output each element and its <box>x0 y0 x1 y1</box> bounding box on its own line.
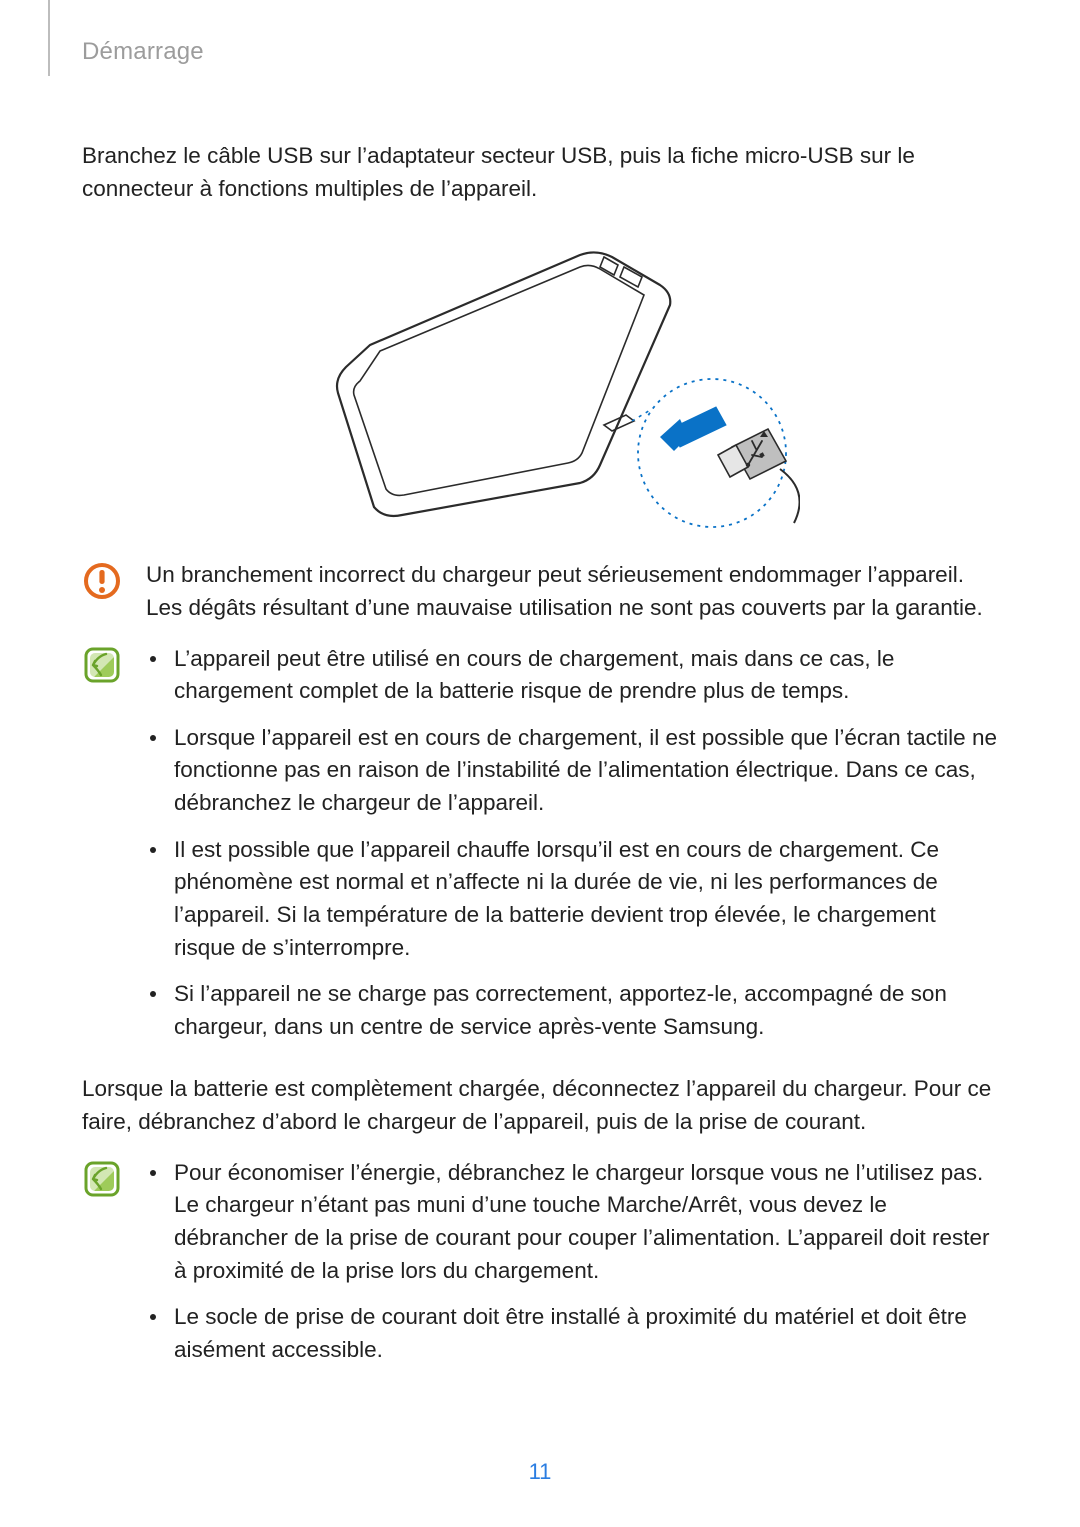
warning-icon <box>82 559 146 601</box>
list-item: Il est possible que l’appareil chauffe l… <box>146 834 998 965</box>
list-item: Si l’appareil ne se charge pas correctem… <box>146 978 998 1043</box>
tips-list-1: L’appareil peut être utilisé en cours de… <box>146 643 998 1044</box>
list-item: Pour économiser l’énergie, débranchez le… <box>146 1157 998 1288</box>
tips-block-1: L’appareil peut être utilisé en cours de… <box>82 643 998 1044</box>
page-number: 11 <box>0 1459 1080 1485</box>
tips-list-2: Pour économiser l’énergie, débranchez le… <box>146 1157 998 1367</box>
intro-paragraph: Branchez le câble USB sur l’adaptateur s… <box>82 140 998 205</box>
warning-text: Un branchement incorrect du chargeur peu… <box>146 559 998 624</box>
tip-icon <box>82 643 146 685</box>
warning-block: Un branchement incorrect du chargeur peu… <box>82 559 998 624</box>
list-item: Lorsque l’appareil est en cours de charg… <box>146 722 998 820</box>
header-rule <box>48 0 50 76</box>
manual-page: Démarrage Branchez le câble USB sur l’ad… <box>0 0 1080 1527</box>
tip-icon <box>82 1157 146 1199</box>
page-header: Démarrage <box>82 38 998 78</box>
tips-block-2: Pour économiser l’énergie, débranchez le… <box>82 1157 998 1367</box>
charging-diagram <box>280 233 800 533</box>
list-item: L’appareil peut être utilisé en cours de… <box>146 643 998 708</box>
section-title: Démarrage <box>82 38 998 66</box>
disconnect-paragraph: Lorsque la batterie est complètement cha… <box>82 1073 998 1138</box>
list-item: Le socle de prise de courant doit être i… <box>146 1301 998 1366</box>
